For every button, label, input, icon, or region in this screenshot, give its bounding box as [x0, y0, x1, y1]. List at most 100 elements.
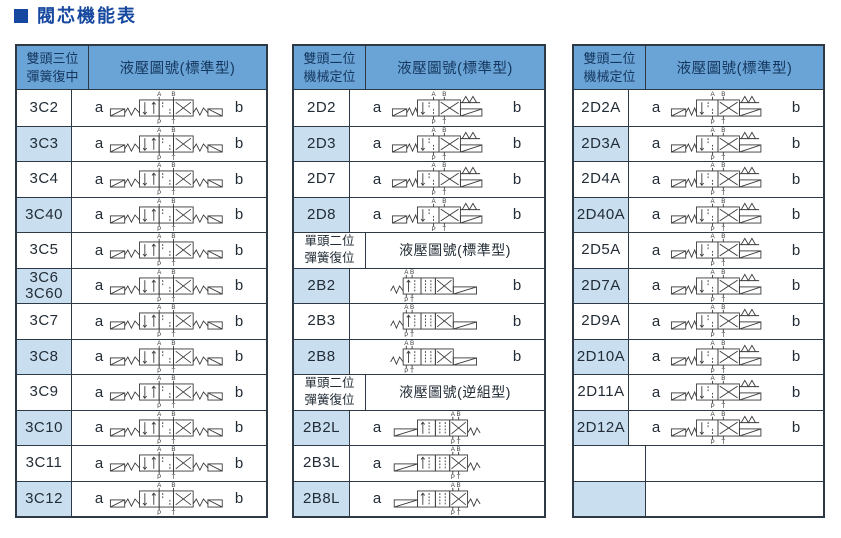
page-title: 閥芯機能表: [37, 6, 137, 26]
position-a-label: a: [94, 490, 104, 508]
model-label: 2D2A: [581, 98, 621, 116]
position-b-label: b: [791, 241, 801, 259]
position-a-label: a: [94, 135, 104, 153]
model-cell: 3C9: [17, 375, 72, 410]
port-p-label: P: [710, 226, 714, 232]
port-a-label: A: [157, 91, 162, 98]
port-b-label: B: [442, 162, 446, 169]
model-label: 2B2: [307, 276, 336, 294]
port-a-label: A: [710, 304, 715, 311]
position-a-label: a: [372, 206, 382, 224]
valve-symbol-3-position-spring-centered: A B P T: [106, 269, 232, 303]
model-cell: 3C8: [17, 339, 72, 374]
port-b-label: B: [457, 411, 461, 418]
model-label: 2D3: [306, 134, 337, 152]
position-a-label: a: [651, 135, 661, 153]
port-p-label: P: [451, 510, 455, 516]
table-row: 3C8 a A B P T b: [17, 338, 266, 374]
position-b-label: b: [512, 277, 522, 295]
port-a-label: A: [157, 482, 162, 489]
model-label: 3C40: [25, 205, 63, 223]
port-t-label: T: [721, 119, 725, 125]
position-b-label: b: [791, 348, 801, 366]
table-row: 3C5 a A B P T b: [17, 232, 266, 268]
port-a-label: A: [404, 269, 409, 276]
position-b-label: b: [234, 135, 244, 153]
port-t-label: T: [721, 261, 725, 267]
port-a-label: A: [451, 411, 456, 418]
port-p-label: P: [710, 155, 714, 161]
header-diagram-label: 液壓圖號(標準型): [397, 61, 513, 77]
page-header: 閥芯機能表: [14, 7, 137, 25]
position-a-label: a: [651, 170, 661, 188]
valve-symbol-3-position-spring-centered: A B P T: [106, 411, 232, 445]
position-a-label: a: [94, 206, 104, 224]
position-a-label: a: [94, 312, 104, 330]
model-cell: 2B2L: [294, 410, 350, 445]
position-b-label: b: [791, 206, 801, 224]
model-cell: [574, 481, 646, 516]
table-row: 3C3 a A B P T b: [17, 125, 266, 161]
model-cell: 2B2: [294, 268, 350, 303]
port-b-label: B: [721, 340, 725, 347]
position-a-label: a: [651, 99, 661, 117]
model-cell: 2D4A: [574, 162, 629, 197]
port-b-label: B: [171, 162, 175, 169]
position-b-label: b: [512, 206, 522, 224]
port-a-label: A: [710, 91, 715, 98]
position-b-label: b: [512, 99, 522, 117]
model-label: 3C9: [29, 383, 59, 401]
position-b-label: b: [791, 99, 801, 117]
port-t-label: T: [721, 297, 725, 303]
port-b-label: B: [171, 91, 175, 98]
port-b-label: B: [721, 411, 725, 418]
model-cell: 2D8: [294, 197, 350, 232]
position-b-label: b: [234, 312, 244, 330]
port-b-label: B: [171, 198, 175, 205]
port-a-label: A: [157, 162, 162, 169]
port-t-label: T: [721, 439, 725, 445]
position-b-label: b: [234, 348, 244, 366]
table-header-type: 雙頭二位 機械定位: [574, 46, 646, 89]
table-header-row: 雙頭三位 彈簧復中 液壓圖號(標準型): [17, 46, 266, 90]
section-header-row: 單頭二位 彈簧復位 液壓圖號(標準型): [294, 232, 544, 268]
port-p-label: P: [157, 368, 161, 374]
model-cell: 2D11A: [574, 375, 629, 410]
model-cell: 3C7: [17, 304, 72, 339]
model-label: 3C11: [25, 454, 63, 472]
position-a-label: a: [94, 277, 104, 295]
model-cell: 2D9A: [574, 304, 629, 339]
port-b-label: B: [457, 482, 461, 489]
table-row: 3C6 3C60 a A B P T b: [17, 267, 266, 303]
port-a-label: A: [157, 198, 162, 205]
table-row: 3C7 a A B P T b: [17, 303, 266, 339]
port-p-label: P: [710, 368, 714, 374]
port-b-label: B: [721, 91, 725, 98]
port-a-label: A: [451, 446, 456, 453]
port-t-label: T: [721, 155, 725, 161]
model-label: 2D7: [306, 170, 337, 188]
position-a-label: a: [372, 454, 382, 472]
